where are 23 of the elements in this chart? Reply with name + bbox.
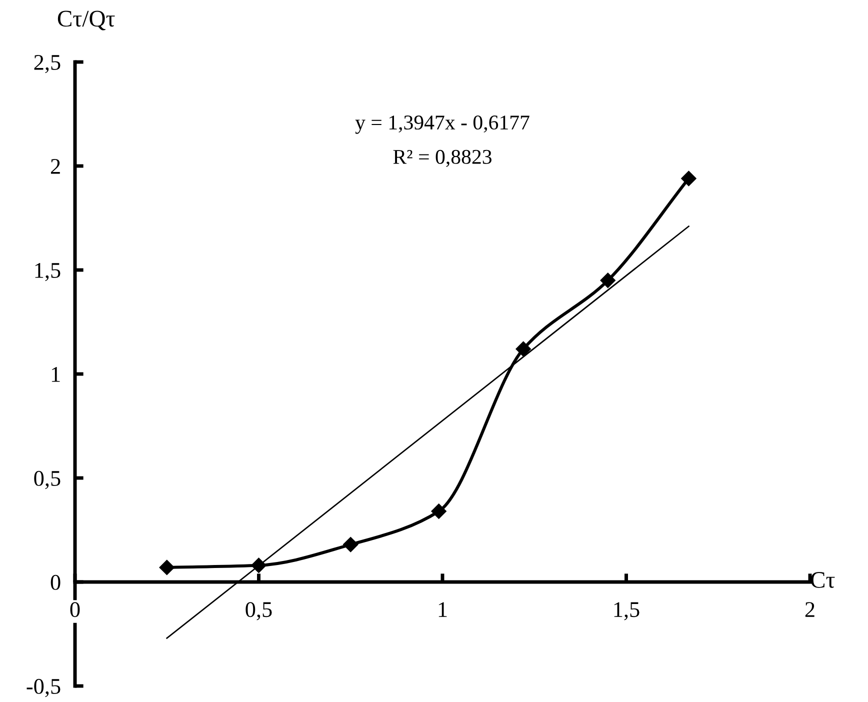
x-axis-title: Cτ (810, 572, 835, 588)
annotation: y = 1,3947x - 0,6177 (355, 115, 530, 134)
x-tick-label: 2 (805, 602, 814, 617)
y-tick-label: -0,5 (26, 678, 60, 698)
point (516, 341, 531, 357)
y-tick-label: 0 (50, 574, 60, 590)
x-tick-label: 1 (438, 602, 447, 617)
point (681, 170, 696, 186)
point (343, 536, 358, 552)
point (431, 504, 446, 519)
point (600, 272, 616, 288)
y-tick-label: 0,5 (34, 470, 60, 490)
y-tick-label: 1 (52, 367, 60, 382)
point (159, 560, 174, 576)
y-tick-label: 1,5 (35, 263, 60, 282)
y-axis-title: Cτ/Qτ (58, 10, 115, 30)
annotation: R² = 0,8823 (393, 150, 492, 167)
y-tick-label: 2,5 (34, 54, 60, 74)
y-tick-label: 2 (50, 158, 60, 174)
x-tick-label: 1,5 (614, 602, 640, 620)
x-tick-label: 0,5 (246, 602, 272, 620)
point (251, 558, 266, 573)
x-tick-label: 0 (70, 602, 80, 618)
